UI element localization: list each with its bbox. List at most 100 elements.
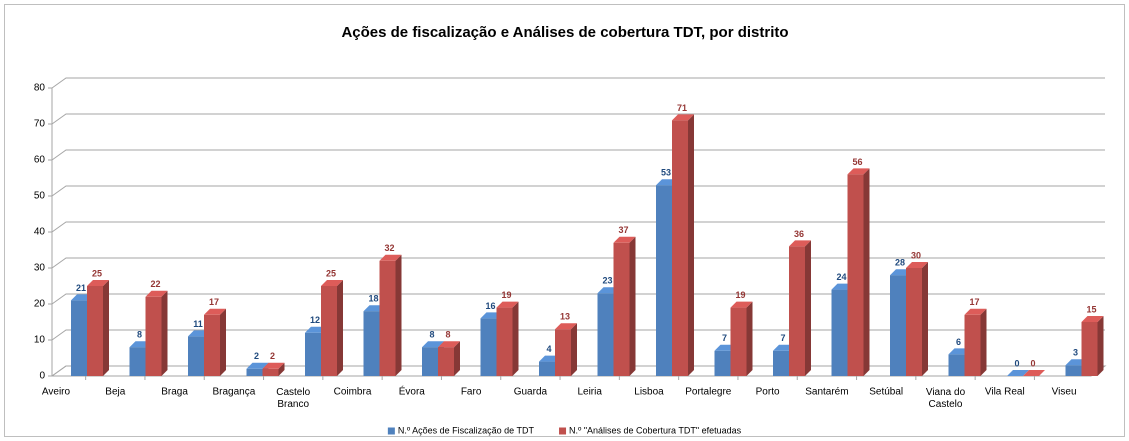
value-label: 25 — [326, 268, 336, 278]
bar — [964, 314, 981, 376]
bar-side — [220, 308, 226, 376]
x-tick-label: Beja — [105, 387, 125, 398]
y-tick-label: 70 — [34, 119, 46, 130]
value-label: 18 — [368, 294, 378, 304]
value-label: 0 — [1030, 358, 1035, 368]
x-tick-label: Setúbal — [869, 387, 903, 398]
value-label: 28 — [895, 258, 905, 268]
bar-top — [87, 280, 109, 286]
value-label: 30 — [911, 250, 921, 260]
bar-top — [1007, 370, 1029, 376]
value-label: 21 — [76, 283, 86, 293]
bar-side — [805, 240, 811, 376]
bar-side — [980, 308, 987, 376]
bar — [773, 350, 789, 376]
bar — [87, 286, 103, 376]
chart-title: Ações de fiscalização e Análises de cobe… — [341, 24, 788, 41]
bar-side — [863, 168, 870, 376]
x-tick-label: Coimbra — [334, 387, 372, 398]
value-label: 2 — [270, 351, 275, 361]
y-tick-label: 80 — [34, 83, 46, 94]
x-tick-label: Portalegre — [685, 387, 732, 398]
bar — [480, 318, 497, 376]
bar — [438, 347, 454, 376]
bar — [188, 336, 204, 376]
legend-label: N.º Ações de Fiscalização de TDT — [398, 425, 535, 435]
value-label: 37 — [618, 225, 628, 235]
value-label: 13 — [560, 312, 570, 322]
value-label: 6 — [956, 337, 961, 347]
value-label: 19 — [735, 290, 745, 300]
bar-top — [789, 240, 811, 247]
bar-side — [161, 290, 168, 376]
legend-label: N.º "Análises de Cobertura TDT" efetuada… — [569, 425, 742, 435]
value-label: 7 — [722, 333, 727, 343]
bar — [948, 354, 965, 376]
bar-side — [571, 323, 577, 376]
bar-top — [438, 341, 460, 348]
bar — [1081, 322, 1098, 376]
legend-swatch — [387, 427, 395, 435]
bar — [321, 286, 337, 376]
value-label: 4 — [546, 344, 551, 354]
bar-side — [337, 280, 343, 376]
bar-top — [906, 262, 928, 268]
bar-side — [629, 236, 636, 376]
bar-side — [103, 280, 109, 376]
bar — [890, 275, 906, 376]
x-tick-label: Castelo Branco — [276, 387, 310, 410]
bar-top — [496, 301, 519, 308]
bar-top — [204, 308, 226, 315]
bar-top — [262, 362, 285, 369]
bar — [847, 174, 864, 376]
value-label: 2 — [254, 351, 259, 361]
bar-top — [672, 114, 694, 121]
value-label: 3 — [1073, 348, 1078, 358]
bar-top — [1023, 370, 1045, 376]
value-label: 17 — [209, 297, 219, 307]
value-label: 8 — [429, 330, 434, 340]
bar — [672, 120, 688, 377]
bar — [789, 246, 805, 376]
grid-line — [51, 329, 1105, 341]
value-label: 36 — [794, 229, 804, 239]
bar-side — [454, 341, 460, 376]
value-label: 17 — [969, 297, 979, 307]
bar-side — [512, 301, 519, 376]
bar-side — [746, 301, 753, 376]
y-tick-label: 0 — [39, 371, 45, 382]
x-tick-label: Viseu — [1052, 387, 1077, 398]
value-label: 0 — [1014, 358, 1019, 368]
x-tick-label: Aveiro — [42, 387, 71, 398]
bar — [597, 293, 614, 376]
value-label: 53 — [661, 168, 671, 178]
value-label: 32 — [384, 243, 394, 253]
x-tick-label: Faro — [461, 387, 482, 398]
bar — [714, 350, 731, 376]
y-tick-label: 10 — [34, 335, 46, 346]
value-label: 71 — [677, 103, 687, 113]
bar — [496, 307, 513, 376]
y-tick-label: 20 — [34, 299, 46, 310]
x-tick-label: Guarda — [514, 387, 548, 398]
bar — [613, 242, 630, 376]
bar — [129, 347, 146, 376]
bar-top — [145, 290, 168, 297]
bar — [305, 332, 321, 376]
bar — [246, 368, 263, 376]
bar-top — [321, 280, 343, 286]
bar — [656, 185, 672, 376]
grid-line — [51, 77, 1105, 89]
bar — [204, 314, 220, 376]
y-tick-label: 40 — [34, 227, 46, 238]
bar-top — [730, 301, 753, 308]
bar — [71, 300, 87, 376]
value-label: 25 — [92, 268, 102, 278]
bar-top — [379, 254, 402, 261]
value-label: 8 — [137, 330, 142, 340]
grid-line — [51, 257, 1105, 269]
bar — [363, 311, 380, 376]
bar — [422, 347, 438, 376]
